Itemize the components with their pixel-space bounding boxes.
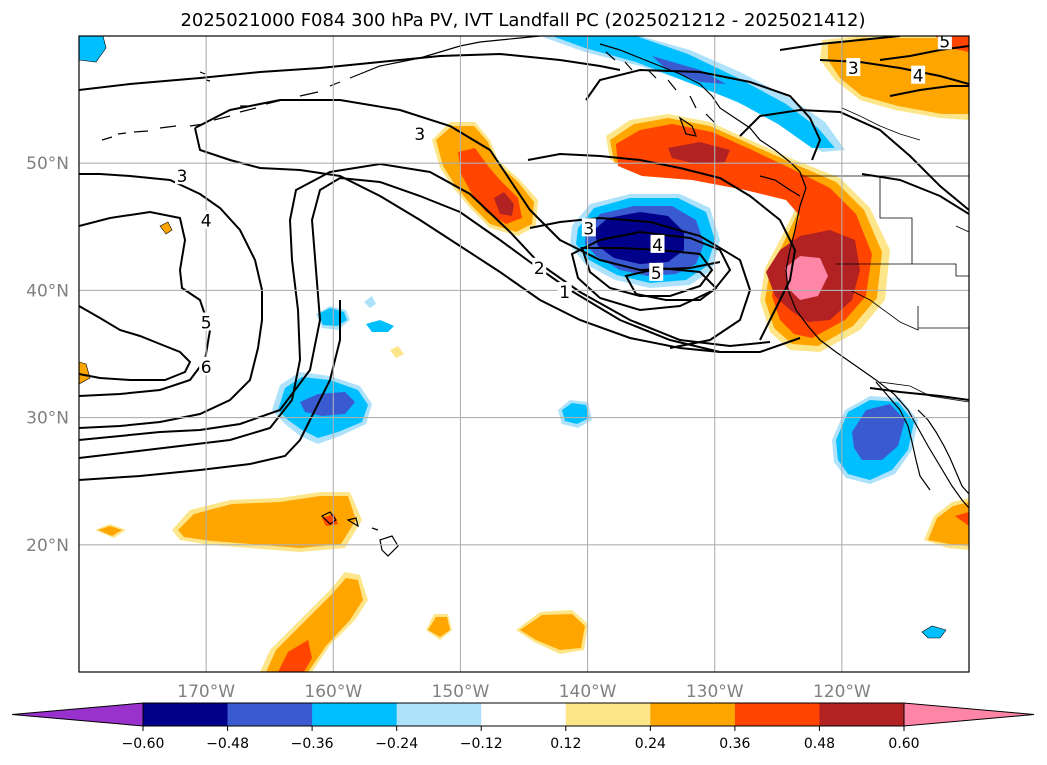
pv-contours <box>79 36 969 481</box>
contour-label: 5 <box>939 32 950 52</box>
colorbar-extend-high <box>903 702 1035 727</box>
figure-title: 2025021000 F084 300 hPa PV, IVT Landfall… <box>180 10 865 31</box>
latitude-tick-label: 40°N <box>26 281 69 301</box>
longitude-tick-label: 140°W <box>559 682 617 702</box>
contour-label-background <box>581 218 596 237</box>
colorbar-tick-label: 0.60 <box>888 736 919 752</box>
contour-label: 5 <box>201 313 212 333</box>
contour-label: 2 <box>534 259 545 279</box>
longitude-tick-label: 150°W <box>432 682 490 702</box>
coastlines <box>101 36 969 557</box>
colorbar-frame <box>142 702 905 727</box>
colorbar-tick-label: −0.12 <box>460 736 503 752</box>
colorbar-extend-low <box>11 702 144 727</box>
colorbar-tick-label: −0.48 <box>206 736 249 752</box>
contour-label: 3 <box>177 167 188 187</box>
colorbar-tick-label: −0.36 <box>291 736 334 752</box>
contour-label-background <box>650 234 665 253</box>
colorbar-segment <box>481 703 567 726</box>
colorbar: −0.60 −0.48 −0.36 −0.24 −0.12 0.12 0.24 0.36 0.4… <box>11 702 1035 752</box>
longitude-tick-label: 170°W <box>177 682 235 702</box>
contour-label: 1 <box>559 283 570 303</box>
colorbar-segment <box>565 703 651 726</box>
contour-label: 4 <box>201 212 212 232</box>
contour-label-background <box>199 210 214 229</box>
contour-label: 3 <box>583 219 594 239</box>
contour-label-background <box>649 262 664 281</box>
contour-label-background <box>846 58 861 77</box>
latitude-tick-label: 20°N <box>26 536 69 556</box>
colorbar-segment <box>819 703 905 726</box>
colorbar-tick-label: −0.24 <box>375 736 418 752</box>
contour-label-background <box>937 36 952 50</box>
longitude-tick-label: 160°W <box>304 682 362 702</box>
contour-label-background <box>174 166 189 185</box>
colorbar-segment <box>143 703 229 726</box>
contour-label: 4 <box>913 67 924 87</box>
colorbar-tick-label: 0.48 <box>804 736 835 752</box>
latitude-tick-label: 50°N <box>26 154 69 174</box>
contour-label: 4 <box>652 236 663 256</box>
longitude-labels: 170°W 160°W 150°W 140°W 130°W 120°W <box>177 682 871 702</box>
latitude-tick-label: 30°N <box>26 409 69 429</box>
contour-label-background <box>557 281 572 300</box>
graticule <box>79 36 969 672</box>
contour-label: 6 <box>201 358 212 378</box>
colorbar-tick-label: 0.12 <box>550 736 581 752</box>
map-frame <box>78 35 970 673</box>
colorbar-tick-label: 0.24 <box>635 736 666 752</box>
colorbar-tick-label: 0.36 <box>719 736 750 752</box>
contour-label-background <box>199 356 214 375</box>
contour-label-background <box>911 65 926 84</box>
longitude-tick-label: 130°W <box>686 682 744 702</box>
contour-label: 3 <box>848 59 859 79</box>
longitude-tick-label: 120°W <box>813 682 871 702</box>
latitude-labels: 50°N 40°N 30°N 20°N <box>26 154 69 556</box>
colorbar-segment <box>227 703 313 726</box>
colorbar-tick-label: −0.60 <box>122 736 165 752</box>
contour-label: 3 <box>414 125 425 145</box>
contour-label-background <box>532 257 547 276</box>
contour-label: 5 <box>651 264 662 284</box>
contour-label-background <box>199 312 214 331</box>
colorbar-segment <box>734 703 820 726</box>
contour-label-background <box>412 124 427 143</box>
colorbar-segment <box>312 703 398 726</box>
colorbar-segment <box>396 703 482 726</box>
colorbar-segment <box>650 703 736 726</box>
